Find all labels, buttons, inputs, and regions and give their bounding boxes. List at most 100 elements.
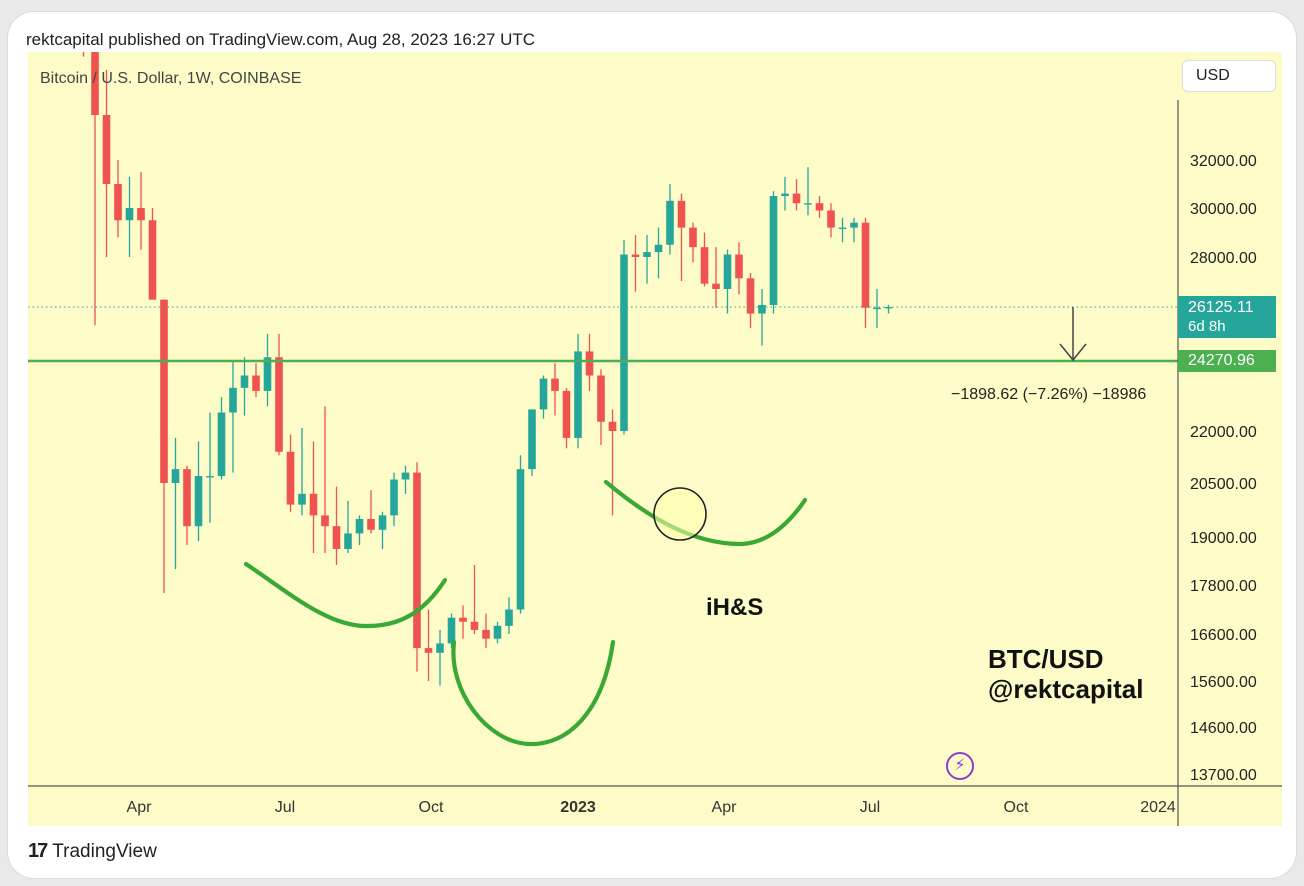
tradingview-logo[interactable]: 17 TradingView — [28, 840, 157, 863]
candle — [286, 434, 295, 512]
symbol-title: Bitcoin / U.S. Dollar, 1W, COINBASE — [40, 70, 302, 87]
candle — [79, 0, 88, 57]
pattern-label: iH&S — [706, 594, 764, 621]
support-price-value: 24270.96 — [1188, 352, 1255, 369]
candle — [574, 333, 582, 449]
candle — [608, 409, 617, 516]
candle — [643, 234, 651, 284]
candle — [321, 406, 329, 553]
candle — [482, 613, 490, 649]
candle — [114, 160, 122, 238]
price-tick-label: 32000.00 — [1190, 153, 1257, 170]
price-tick-label: 20500.00 — [1190, 476, 1257, 493]
candle — [206, 412, 214, 523]
candle — [252, 363, 260, 398]
candle — [390, 472, 398, 527]
brand-line-1: BTC/USD — [988, 644, 1104, 674]
candle — [700, 232, 709, 287]
candle — [275, 333, 283, 456]
lightning-icon[interactable]: ⚡︎ — [946, 752, 974, 780]
candle — [459, 605, 467, 639]
candle — [597, 369, 605, 445]
candle — [91, 16, 99, 326]
candle — [447, 613, 456, 649]
countdown-value: 6d 8h — [1188, 318, 1226, 335]
time-tick-label: 2023 — [560, 799, 596, 816]
left-shoulder-curve — [243, 561, 448, 629]
chart-area[interactable]: 32000.00 30000.00 28000.00 22000.00 20500.00… — [28, 0, 1283, 828]
time-tick-label: Jul — [860, 799, 880, 816]
candle — [804, 167, 812, 216]
candle — [137, 172, 145, 250]
price-tick-label: 30000.00 — [1190, 201, 1257, 218]
candle — [240, 357, 249, 416]
currency-button[interactable]: USD — [1182, 60, 1276, 92]
candle — [367, 490, 375, 534]
price-tick-label: 15600.00 — [1190, 674, 1257, 691]
candle — [792, 179, 801, 211]
time-tick-label: 2024 — [1140, 799, 1176, 816]
tradingview-mark-icon: 17 — [28, 840, 48, 862]
price-tick-label: 28000.00 — [1190, 250, 1257, 267]
candle — [229, 360, 237, 473]
candle — [620, 239, 628, 435]
candle — [769, 191, 778, 314]
candle — [217, 397, 226, 480]
candle — [689, 222, 697, 263]
candle — [850, 217, 858, 243]
highlight-circle — [653, 487, 707, 541]
candle — [884, 305, 893, 314]
candle — [712, 247, 720, 308]
candle — [355, 515, 364, 545]
right-shoulder-curve — [603, 479, 808, 547]
candle — [781, 176, 789, 211]
candle — [263, 333, 272, 407]
time-tick-label: Apr — [712, 799, 738, 816]
price-tick-label: 22000.00 — [1190, 424, 1257, 441]
candle — [723, 249, 732, 314]
candle — [102, 70, 111, 257]
price-tick-label: 13700.00 — [1190, 767, 1257, 784]
candle — [344, 501, 352, 553]
candle — [194, 441, 203, 541]
candle — [424, 609, 433, 681]
brand-text: BTC/USD @rektcapital — [988, 644, 1143, 704]
candle — [666, 184, 674, 255]
candle — [493, 621, 502, 644]
measure-label: −1898.62 (−7.26%) −18986 — [951, 386, 1147, 403]
candle — [873, 289, 881, 329]
current-price-tag: 26125.11 6d 8h — [1178, 296, 1276, 338]
candle — [677, 193, 686, 282]
measure-arrow-head — [1059, 343, 1087, 362]
candle — [183, 465, 191, 545]
candlestick-chart[interactable]: 32000.00 30000.00 28000.00 22000.00 20500.00… — [28, 0, 1283, 828]
candle — [551, 363, 559, 416]
price-tick-label: 17800.00 — [1190, 578, 1257, 595]
price-tick-label: 16600.00 — [1190, 627, 1257, 644]
candle — [378, 511, 387, 549]
candle — [125, 176, 134, 257]
candle — [516, 455, 525, 614]
candle — [332, 486, 341, 565]
time-tick-label: Jul — [275, 799, 295, 816]
candle — [815, 196, 824, 218]
candle — [827, 203, 835, 238]
candle — [160, 299, 168, 594]
current-price-value: 26125.11 — [1188, 299, 1254, 316]
candle — [528, 409, 536, 477]
candle — [562, 387, 571, 449]
candle — [309, 441, 318, 553]
candle — [585, 333, 594, 391]
candle — [631, 234, 640, 292]
support-price-tag: 24270.96 — [1178, 350, 1276, 372]
candle — [401, 465, 410, 494]
candle — [148, 208, 157, 300]
candle — [758, 289, 766, 346]
candle — [470, 565, 479, 634]
candle — [171, 437, 180, 569]
time-tick-label: Oct — [419, 799, 444, 816]
brand-line-2: @rektcapital — [988, 674, 1144, 704]
candle — [861, 217, 870, 329]
candle — [838, 217, 847, 243]
candle — [413, 462, 421, 672]
